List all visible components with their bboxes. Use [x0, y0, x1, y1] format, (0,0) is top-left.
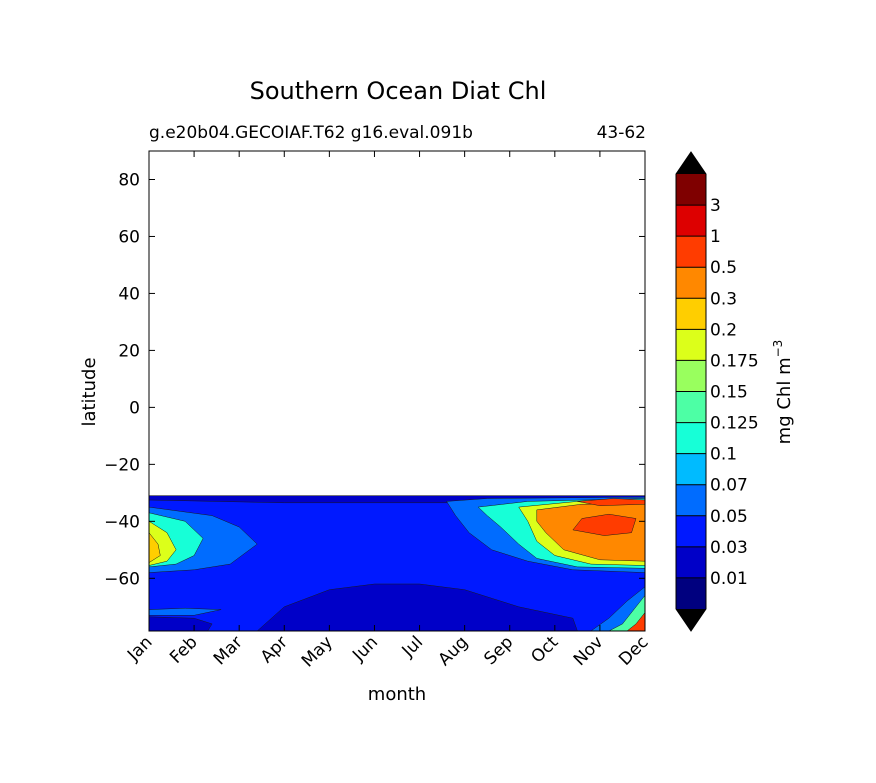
colorbar-extend-top: [676, 152, 706, 174]
y-tick-label: 40: [118, 284, 140, 304]
chart-title: Southern Ocean Diat Chl: [250, 77, 547, 105]
contour-fields: [149, 495, 645, 631]
x-tick-label: Nov: [570, 632, 608, 670]
chart-subtitle-right: 43-62: [597, 123, 646, 143]
colorbar-segment: [676, 267, 706, 299]
colorbar-segment: [676, 298, 706, 330]
colorbar-tick-label: 1: [710, 227, 721, 247]
colorbar-extend-bottom: [676, 609, 706, 631]
x-tick-label: Feb: [166, 632, 201, 667]
x-tick-label: May: [298, 632, 337, 671]
colorbar-label-text: mg Chl m: [774, 357, 795, 444]
colorbar-segment: [676, 174, 706, 206]
colorbar-segment: [676, 515, 706, 548]
x-tick-label: Oct: [527, 632, 562, 667]
colorbar-tick-label: 0.15: [710, 383, 748, 403]
colorbar-label-exponent: −3: [771, 340, 785, 358]
colorbar-segment: [676, 236, 706, 268]
y-tick-label: 20: [118, 341, 140, 361]
x-tick-label: Dec: [615, 632, 652, 669]
contour-field-dec-ice-edge-bloom-inner: [608, 595, 645, 631]
colorbar-tick-label: 0.05: [710, 507, 748, 527]
colorbar: 0.01 0.03 0.05 0.07 0.1 0.125 0.15 0.175 0.2 0.3 0…: [675, 151, 759, 632]
colorbar-tick-label: 0.5: [710, 258, 737, 278]
x-tick-label: Aug: [435, 632, 473, 670]
chart-subtitle-left: g.e20b04.GECOIAF.T62 g16.eval.091b: [149, 123, 473, 143]
y-tick-label: −20: [104, 455, 140, 475]
x-axis-label: month: [368, 684, 426, 705]
colorbar-segment: [676, 577, 706, 610]
colorbar-tick-label: 0.125: [710, 414, 759, 434]
contour-field-spring-bloom-peak: [572, 513, 637, 536]
colorbar-tick-label: 0.2: [710, 320, 737, 340]
colorbar-segment: [676, 205, 706, 237]
colorbar-tick-label: 0.1: [710, 445, 737, 465]
contour-field-jan-ice-edge-patch: [149, 607, 222, 616]
y-tick-label: 0: [129, 398, 140, 418]
plot-frame: [148, 150, 646, 632]
y-axis: 80 60 40 20 0 −20 −40 −60: [104, 170, 645, 589]
colorbar-tick-label: 0.3: [710, 289, 737, 309]
y-axis-label: latitude: [79, 357, 100, 426]
contour-field-spring-bloom-peak-north: [577, 498, 645, 506]
x-tick-label: Mar: [210, 632, 247, 669]
colorbar-segment: [676, 453, 706, 486]
colorbar-segment: [676, 329, 706, 361]
contour-field-low-chl-basin: [256, 583, 578, 631]
colorbar-tick-label: 0.175: [710, 351, 759, 371]
y-tick-label: 80: [118, 170, 140, 190]
colorbar-segment: [676, 422, 706, 454]
x-tick-label: Sep: [480, 632, 517, 669]
colorbar-outline: [675, 151, 707, 632]
colorbar-tick-label: 0.03: [710, 538, 748, 558]
colorbar-segment: [676, 546, 706, 579]
contour-field-summer-bloom-core: [149, 532, 161, 563]
colorbar-tick-label: 0.07: [710, 476, 748, 496]
colorbar-segment: [676, 484, 706, 517]
x-tick-label: Jul: [398, 632, 427, 661]
colorbar-segment: [676, 360, 706, 392]
contour-field-dec-ice-edge-bloom-core: [626, 612, 645, 631]
colorbar-tick-label: 3: [710, 196, 721, 216]
colorbar-label: mg Chl m−3: [771, 340, 795, 445]
colorbar-segment: [676, 391, 706, 423]
x-tick-label: Jan: [123, 632, 156, 665]
y-tick-label: −60: [104, 569, 140, 589]
colorbar-tick-label: 0.01: [710, 569, 748, 589]
x-tick-label: Jun: [348, 632, 382, 666]
y-tick-label: −40: [104, 512, 140, 532]
x-tick-label: Apr: [257, 632, 292, 667]
y-tick-label: 60: [118, 227, 140, 247]
contour-field-ice-edge-low-west: [149, 616, 213, 631]
